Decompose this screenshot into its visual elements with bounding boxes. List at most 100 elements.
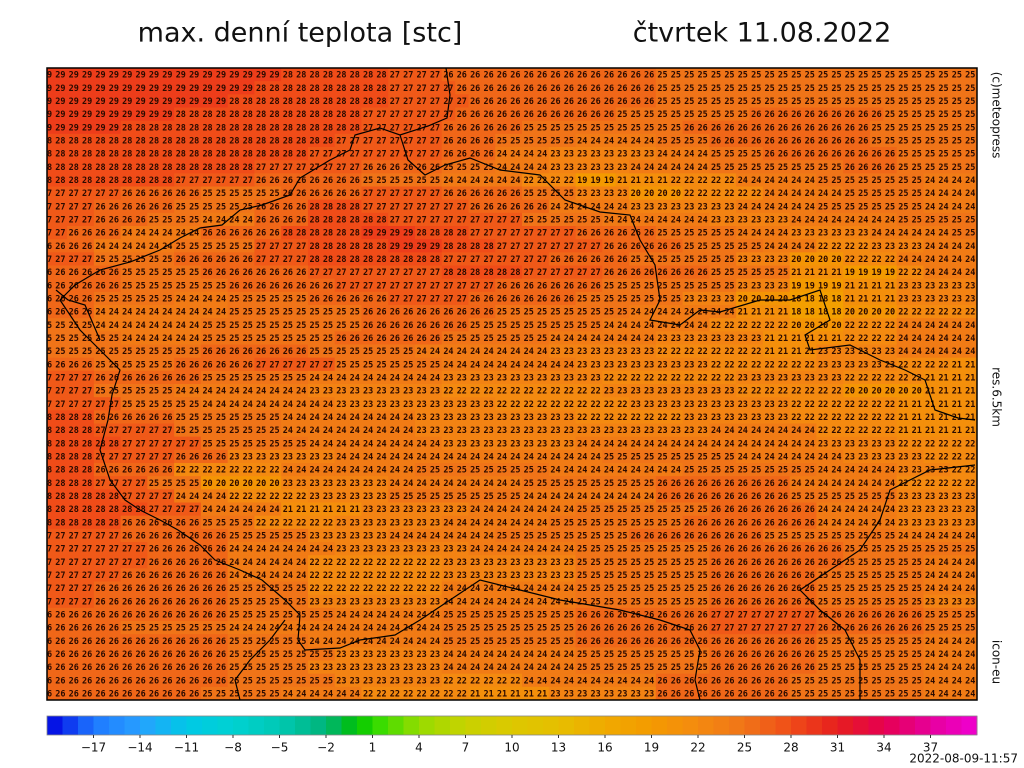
- cell-value: 20: [805, 255, 815, 265]
- cell-value: 25: [872, 136, 882, 146]
- cell-value: 24: [858, 518, 868, 528]
- cell-value: 28: [457, 268, 467, 278]
- cell-value: 26: [189, 360, 199, 370]
- cell-value: 23: [764, 281, 774, 291]
- cell-value: 21: [965, 360, 975, 370]
- cell-value: 24: [269, 505, 279, 515]
- cell-value: 26: [684, 492, 694, 502]
- cell-value: 26: [296, 347, 306, 357]
- cell-value: 24: [256, 400, 266, 410]
- cell-value: 24: [95, 242, 105, 252]
- cell-value: 19: [831, 281, 841, 291]
- cell-value: 24: [283, 400, 293, 410]
- cell-value: 24: [885, 479, 895, 489]
- cell-value: 25: [591, 123, 601, 133]
- grid-cell: [615, 68, 630, 82]
- cell-value: 23: [537, 413, 547, 423]
- cell-value: 22: [952, 479, 962, 489]
- cell-value: 23: [858, 439, 868, 449]
- cell-value: 25: [109, 294, 119, 304]
- cell-value: 26: [751, 123, 761, 133]
- cell-value: 25: [82, 321, 92, 331]
- cell-value: 23: [457, 373, 467, 383]
- cell-value: 23: [550, 426, 560, 436]
- cell-value: 25: [604, 518, 614, 528]
- cell-value: 20: [872, 387, 882, 397]
- cell-value: 22: [604, 373, 614, 383]
- cell-value: 25: [122, 268, 132, 278]
- cell-value: 28: [283, 97, 293, 107]
- cell-value: 28: [283, 84, 293, 94]
- cell-value: 26: [497, 123, 507, 133]
- cell-value: 26: [644, 268, 654, 278]
- cell-value: 25: [269, 189, 279, 199]
- cell-value: 27: [376, 202, 386, 212]
- cell-value: 26: [537, 202, 547, 212]
- cell-value: 23: [363, 531, 373, 541]
- cell-value: 26: [336, 189, 346, 199]
- cell-value: 27: [457, 202, 467, 212]
- cell-value: 25: [243, 294, 253, 304]
- cell-value: 28: [363, 215, 373, 225]
- cell-value: 28: [55, 136, 65, 146]
- cell-value: 27: [149, 426, 159, 436]
- cell-value: 28: [269, 150, 279, 160]
- cell-value: 25: [671, 71, 681, 81]
- cell-value: 25: [564, 531, 574, 541]
- cell-value: 26: [604, 71, 614, 81]
- cell-value: 26: [82, 229, 92, 239]
- cell-value: 27: [510, 215, 520, 225]
- cell-value: 23: [443, 426, 453, 436]
- cell-value: 26: [136, 202, 146, 212]
- cell-value: 23: [390, 505, 400, 515]
- cell-value: 29: [109, 84, 119, 94]
- grid-cell: [695, 68, 710, 82]
- cell-value: 22: [858, 321, 868, 331]
- cell-value: 29: [136, 71, 146, 81]
- cell-value: 22: [724, 373, 734, 383]
- cell-value: 23: [443, 505, 453, 515]
- cell-value: 24: [497, 452, 507, 462]
- cell-value: 24: [831, 505, 841, 515]
- cell-value: 24: [724, 439, 734, 449]
- cell-value: 27: [537, 255, 547, 265]
- cell-value: 21: [310, 505, 320, 515]
- cell-value: 27: [483, 281, 493, 291]
- cell-value: 27: [109, 452, 119, 462]
- cell-value: 25: [698, 110, 708, 120]
- cell-value: 26: [269, 229, 279, 239]
- cell-value: 26: [831, 110, 841, 120]
- cell-value: 26: [229, 281, 239, 291]
- cell-value: 26: [751, 505, 761, 515]
- cell-value: 25: [617, 518, 627, 528]
- cell-value: 25: [577, 308, 587, 318]
- cell-value: 28: [82, 466, 92, 476]
- cell-value: 27: [269, 163, 279, 173]
- cell-value: 24: [403, 426, 413, 436]
- cell-value: 22: [938, 479, 948, 489]
- cell-value: 26: [296, 202, 306, 212]
- cell-value: 26: [323, 294, 333, 304]
- cell-value: 26: [564, 84, 574, 94]
- cell-value: 24: [95, 321, 105, 331]
- grid-cell: [762, 68, 777, 82]
- cell-value: 28: [162, 136, 172, 146]
- cell-value: 23: [363, 387, 373, 397]
- cell-value: 23: [724, 294, 734, 304]
- cell-value: 27: [550, 268, 560, 278]
- cell-value: 24: [577, 334, 587, 344]
- cell-value: 25: [724, 242, 734, 252]
- cell-value: 25: [564, 518, 574, 528]
- cell-value: 26: [684, 518, 694, 528]
- cell-value: 23: [564, 150, 574, 160]
- cell-value: 28: [229, 110, 239, 120]
- cell-value: 26: [550, 255, 560, 265]
- cell-value: 23: [457, 439, 467, 449]
- cell-value: 25: [95, 255, 105, 265]
- cell-value: 24: [243, 400, 253, 410]
- cell-value: 19: [604, 176, 614, 186]
- cell-value: 25: [791, 466, 801, 476]
- cell-value: 26: [443, 189, 453, 199]
- cell-value: 27: [162, 439, 172, 449]
- cell-value: 24: [524, 150, 534, 160]
